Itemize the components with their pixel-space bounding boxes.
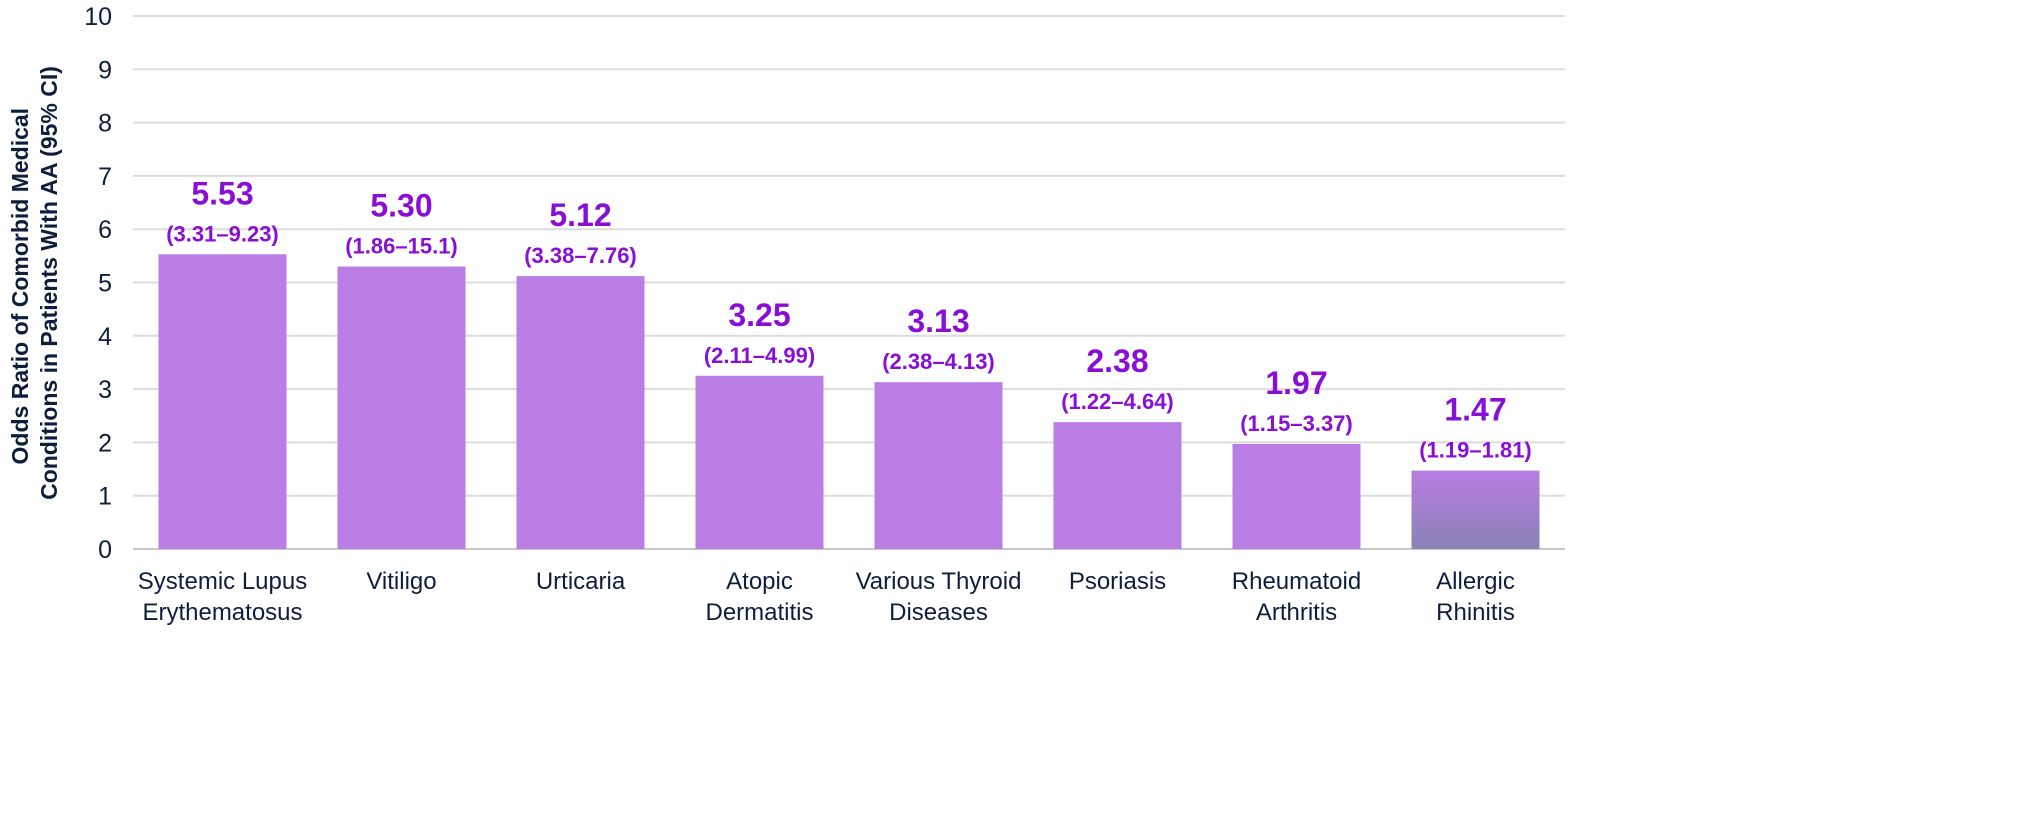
ci-label: (1.22–4.64) <box>1061 389 1174 414</box>
x-tick-label: Allergic <box>1436 568 1515 595</box>
y-tick-label: 6 <box>98 216 112 244</box>
x-tick-label: Psoriasis <box>1069 568 1166 595</box>
bar <box>695 375 824 549</box>
y-axis-label-line-1: Odds Ratio of Comorbid Medical <box>7 108 33 465</box>
ci-label: (2.11–4.99) <box>704 343 815 368</box>
y-tick-label: 0 <box>98 536 112 564</box>
value-label: 5.30 <box>370 188 432 224</box>
y-axis-label-line-2: Conditions in Patients With AA (95% CI) <box>36 66 62 500</box>
y-tick-label: 7 <box>98 163 112 191</box>
bars <box>158 254 1540 549</box>
value-label: 1.97 <box>1265 365 1327 401</box>
ci-label: (1.15–3.37) <box>1240 411 1353 436</box>
x-tick-label: Systemic Lupus <box>138 568 307 595</box>
x-tick-label: Rheumatoid <box>1232 568 1361 595</box>
value-label: 2.38 <box>1086 343 1148 379</box>
y-axis-ticks: 0 1 2 3 4 5 6 7 8 9 10 <box>84 3 112 564</box>
x-tick-label: Various Thyroid <box>856 568 1022 595</box>
y-tick-label: 3 <box>98 376 112 404</box>
ci-label: (3.31–9.23) <box>166 221 279 246</box>
x-tick-label: Dermatitis <box>705 599 813 626</box>
value-label: 5.12 <box>549 197 611 233</box>
y-tick-label: 10 <box>84 3 112 31</box>
value-label: 3.25 <box>728 297 790 333</box>
ci-label: (1.86–15.1) <box>345 234 458 259</box>
value-label: 3.13 <box>907 303 969 339</box>
x-tick-label: Vitiligo <box>366 568 436 595</box>
bar <box>1053 422 1182 549</box>
y-tick-label: 2 <box>98 429 112 457</box>
bar <box>158 254 287 549</box>
y-tick-label: 9 <box>98 56 112 84</box>
y-tick-label: 5 <box>98 270 112 298</box>
x-tick-label: Arthritis <box>1256 599 1337 626</box>
bar <box>1411 470 1540 549</box>
y-tick-label: 1 <box>98 483 112 511</box>
x-tick-label: Diseases <box>889 599 988 626</box>
x-tick-label: Urticaria <box>536 568 626 595</box>
y-tick-label: 8 <box>98 110 112 138</box>
y-axis-label: Odds Ratio of Comorbid Medical Condition… <box>7 66 62 500</box>
value-label: 5.53 <box>191 175 253 211</box>
y-tick-label: 4 <box>98 323 112 351</box>
value-label: 1.47 <box>1444 392 1506 428</box>
bar <box>337 266 466 549</box>
x-tick-label: Atopic <box>726 568 793 595</box>
x-tick-label: Rhinitis <box>1436 599 1515 626</box>
bar <box>516 276 645 549</box>
x-axis-ticks: Systemic Lupus Erythematosus Vitiligo Urtic… <box>138 568 1515 626</box>
bar <box>1232 443 1361 549</box>
ci-label: (2.38–4.13) <box>882 349 995 374</box>
bar <box>874 382 1003 549</box>
ci-label: (1.19–1.81) <box>1419 438 1532 463</box>
ci-label: (3.38–7.76) <box>524 243 637 268</box>
x-tick-label: Erythematosus <box>142 599 302 626</box>
data-labels: 5.53 (3.31–9.23) 5.30 (1.86–15.1) 5.12 (3.38–… <box>166 175 1532 462</box>
